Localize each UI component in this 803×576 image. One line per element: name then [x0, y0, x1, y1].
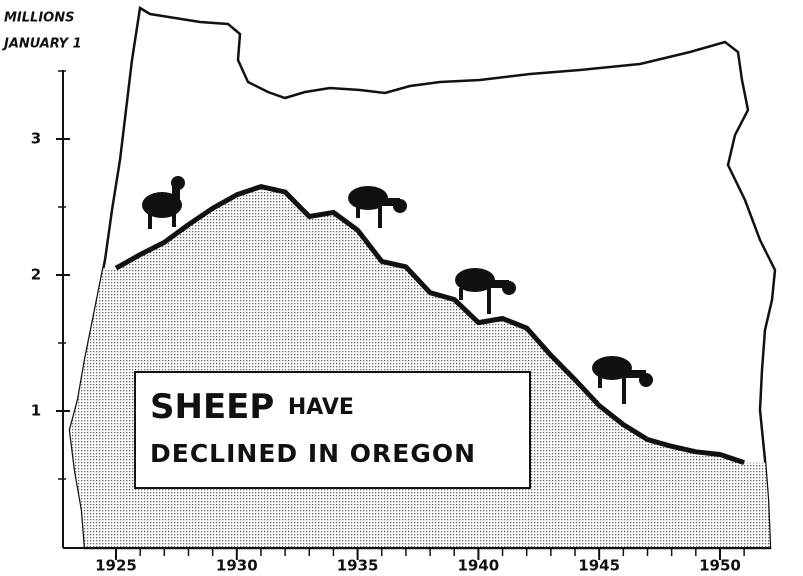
y-tick-label: 3 — [31, 130, 41, 148]
y-tick-label: 1 — [31, 402, 41, 420]
x-tick-label: 1950 — [699, 557, 741, 575]
y-tick-label: 2 — [31, 266, 41, 284]
axis-label: JANUARY 1 — [1, 37, 82, 52]
x-tick-label: 1935 — [337, 557, 379, 575]
axis-label: MILLIONS — [4, 11, 74, 26]
chart: MILLIONS JANUARY 1 1 2 3 1925 1930 1935 1940 19… — [0, 0, 803, 576]
x-tick-label: 1930 — [216, 557, 258, 575]
x-tick-label: 1925 — [95, 557, 137, 575]
x-tick-label: 1945 — [578, 557, 620, 575]
x-tick-label: 1940 — [458, 557, 500, 575]
chart-title: DECLINED IN OREGON — [150, 439, 476, 468]
title-part: HAVE — [288, 395, 354, 420]
title-part: SHEEP — [150, 387, 274, 427]
